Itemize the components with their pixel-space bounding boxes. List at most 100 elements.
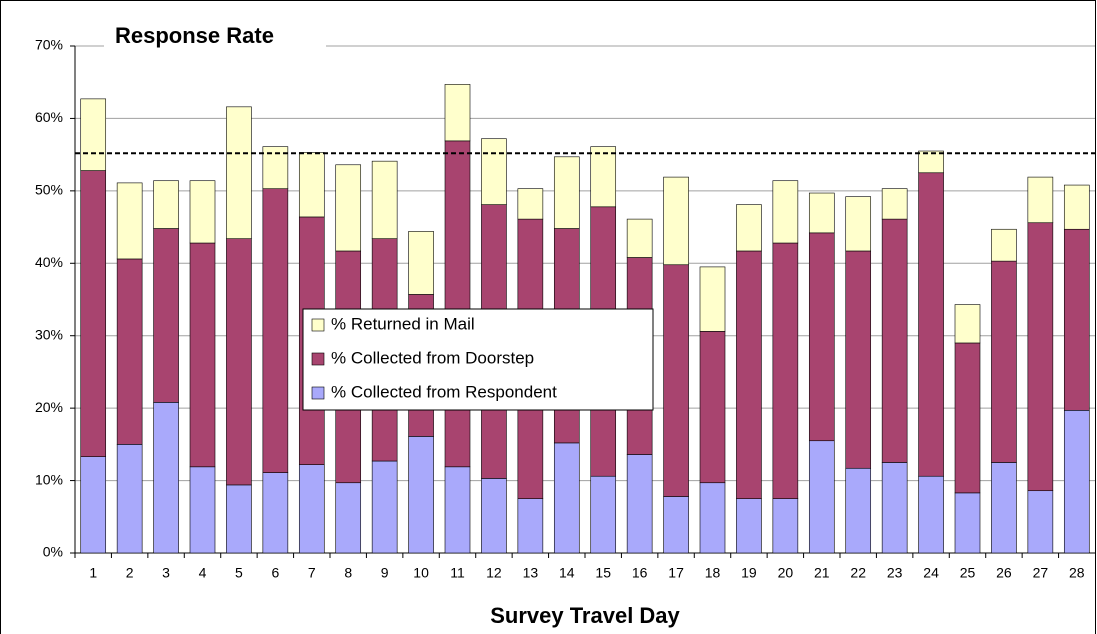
bar-segment (371, 460, 398, 554)
legend-box (302, 308, 654, 411)
bar-segment (663, 176, 689, 266)
bar-segment (517, 498, 544, 554)
legend-swatch (311, 318, 325, 332)
bar-segment (845, 196, 872, 252)
bar-segment (881, 218, 908, 463)
x-tick-label: 7 (308, 565, 316, 581)
x-axis-label: Survey Travel Day (490, 603, 680, 628)
bar-segment (408, 436, 434, 554)
bar-segment (808, 440, 835, 554)
x-tick-label: 3 (162, 565, 170, 581)
chart-title: Response Rate (115, 23, 274, 48)
bar-segment (335, 164, 362, 252)
bar-segment (954, 492, 981, 554)
bar-segment (991, 462, 1017, 554)
bar-segment (736, 204, 762, 252)
bar-segment (153, 180, 179, 229)
x-tick-label: 20 (778, 565, 794, 581)
x-tick-label: 24 (923, 565, 939, 581)
bar-segment (189, 242, 216, 468)
bar-segment (481, 478, 507, 554)
bar-segment (736, 250, 762, 499)
legend-swatch (311, 352, 325, 366)
plot-area: 0%10%20%30%40%50%60%70%1 2 3 4 5 6 7 8 9 10 11 12 13… (35, 37, 1095, 581)
bar-segment (1063, 410, 1090, 554)
y-tick-label: 20% (35, 399, 63, 415)
bar-segment (80, 98, 107, 171)
bar-segment (553, 156, 580, 229)
x-tick-label: 8 (344, 565, 352, 581)
bar-segment (189, 180, 216, 244)
bar-segment (262, 188, 289, 473)
bar-segment (1063, 228, 1090, 411)
bar-segment (808, 192, 835, 234)
bar-segment (153, 228, 179, 403)
x-tick-label: 19 (741, 565, 757, 581)
bar-segment (918, 172, 944, 477)
bar-segment (772, 180, 799, 244)
bar-segment (226, 106, 252, 239)
bar-segment (736, 498, 762, 554)
x-tick-label: 26 (996, 565, 1012, 581)
bar-segment (371, 160, 398, 239)
x-tick-label: 16 (632, 565, 648, 581)
bar-segment (845, 467, 872, 554)
x-tick-label: 2 (126, 565, 134, 581)
x-tick-label: 22 (850, 565, 866, 581)
bar-segment (226, 238, 252, 486)
legend-label: % Collected from Respondent (331, 382, 557, 401)
bar-segment (298, 464, 325, 554)
bar-segment (444, 140, 471, 468)
bar-segment (699, 482, 726, 554)
bar-segment (808, 232, 835, 442)
bar-segment (699, 266, 726, 332)
x-tick-label: 25 (960, 565, 976, 581)
bar-segment (481, 138, 507, 205)
bar-segment (845, 250, 872, 469)
x-tick-label: 28 (1069, 565, 1085, 581)
bar-segment (954, 342, 981, 494)
bar-segment (1027, 222, 1054, 492)
y-tick-label: 70% (35, 37, 63, 53)
x-tick-label: 9 (381, 565, 389, 581)
y-tick-label: 0% (43, 544, 63, 560)
bar-segment (226, 484, 252, 554)
bar-segment (918, 475, 944, 554)
y-tick-label: 10% (35, 471, 63, 487)
bar-segment (444, 84, 471, 142)
x-tick-label: 5 (235, 565, 243, 581)
x-tick-label: 27 (1033, 565, 1049, 581)
bar-segment (408, 231, 434, 295)
bar-segment (80, 170, 107, 457)
legend-label: % Returned in Mail (331, 314, 475, 333)
x-tick-label: 18 (705, 565, 721, 581)
bar-segment (590, 146, 617, 208)
x-tick-label: 1 (89, 565, 97, 581)
bar-segment (918, 150, 944, 174)
x-tick-label: 6 (271, 565, 279, 581)
bar-segment (1027, 490, 1054, 554)
bar-segment (772, 498, 799, 554)
bar-segment (1027, 176, 1054, 224)
x-tick-label: 11 (450, 565, 465, 581)
bar-segment (189, 466, 216, 554)
title-background (104, 24, 326, 52)
x-tick-label: 17 (668, 565, 684, 581)
x-tick-label: 12 (486, 565, 502, 581)
x-tick-label: 4 (199, 565, 207, 581)
bar-segment (772, 242, 799, 499)
y-tick-label: 40% (35, 254, 63, 270)
bar-segment (553, 442, 580, 554)
bar-segment (699, 331, 726, 484)
bar-segment (626, 218, 653, 258)
bar-segment (590, 475, 617, 554)
x-tick-label: 10 (413, 565, 429, 581)
bar-segment (116, 444, 143, 554)
bar-segment (663, 264, 689, 497)
x-tick-label: 15 (595, 565, 611, 581)
legend-swatch (311, 386, 325, 400)
bar-segment (335, 482, 362, 554)
bar-segment (991, 228, 1017, 262)
